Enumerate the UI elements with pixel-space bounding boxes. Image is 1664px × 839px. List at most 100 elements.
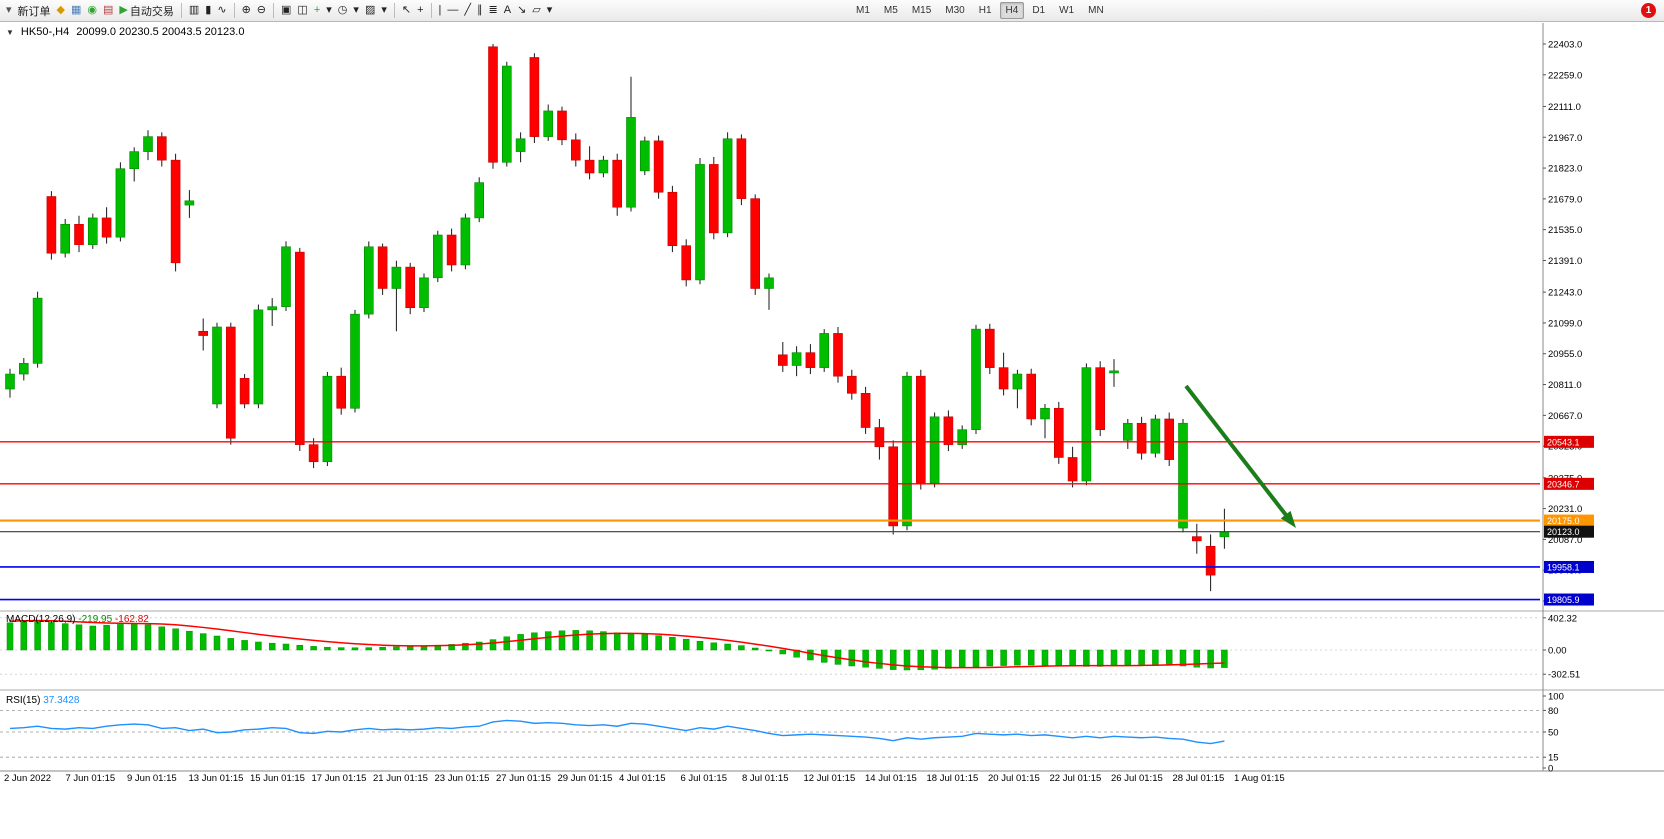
- svg-text:1 Aug 01:15: 1 Aug 01:15: [1234, 773, 1285, 784]
- svg-text:21 Jun 01:15: 21 Jun 01:15: [373, 773, 428, 784]
- terminal-icon[interactable]: ▤: [100, 2, 116, 20]
- svg-text:26 Jul 01:15: 26 Jul 01:15: [1111, 773, 1163, 784]
- trendline-icon[interactable]: ╱: [461, 2, 474, 20]
- template-icon[interactable]: ▨: [362, 2, 378, 20]
- timeframe-m5-button[interactable]: M5: [883, 5, 898, 16]
- timeframe-w1-button[interactable]: W1: [1059, 5, 1075, 16]
- chart-menu-icon: ▾: [6, 4, 12, 16]
- arrows-icon: ↘: [517, 4, 527, 16]
- notification-badge[interactable]: 1: [1641, 3, 1656, 18]
- auto-scroll-icon: ▣: [281, 4, 292, 16]
- svg-text:RSI(15) 37.3428: RSI(15) 37.3428: [6, 695, 80, 706]
- pane-separators: [0, 23, 1664, 772]
- fibonacci-icon[interactable]: ≣: [486, 2, 501, 20]
- svg-text:18 Jul 01:15: 18 Jul 01:15: [927, 773, 979, 784]
- svg-text:9 Jun 01:15: 9 Jun 01:15: [127, 773, 177, 784]
- market-watch-icon[interactable]: ◆: [54, 2, 68, 20]
- svg-text:23 Jun 01:15: 23 Jun 01:15: [435, 773, 490, 784]
- timeframe-h1-button[interactable]: H1: [978, 5, 992, 16]
- timeframe-m15-button[interactable]: M15: [911, 5, 932, 16]
- period-icon[interactable]: ◷: [335, 2, 351, 20]
- sound-alert-icon[interactable]: ◉: [84, 2, 100, 20]
- channel-icon[interactable]: ∥: [474, 2, 486, 20]
- timeframe-d1-button[interactable]: D1: [1032, 5, 1046, 16]
- svg-text:14 Jul 01:15: 14 Jul 01:15: [865, 773, 917, 784]
- main-toolbar: ▾ 新订单 ◆ ▦ ◉ ▤ ▶ 自动交易 ▥ ▮ ∿ ⊕ ⊖ ▣ ◫ + ▾ ◷ ▾ ▨ ▾ ↖ + | — ╱ ∥ ≣ A ↘ ▱ ▾: [0, 0, 1664, 22]
- level-lines[interactable]: [0, 441, 1540, 601]
- timeframe-mn-button[interactable]: MN: [1088, 5, 1104, 16]
- shapes-dropdown-icon[interactable]: ▾: [544, 2, 556, 20]
- indicators-icon[interactable]: +: [311, 2, 323, 20]
- period-dropdown-icon: ▾: [353, 4, 359, 16]
- timeframe-m1-button[interactable]: M1: [856, 5, 870, 16]
- svg-text:21967.0: 21967.0: [1548, 133, 1582, 144]
- svg-text:20811.0: 20811.0: [1548, 380, 1582, 391]
- svg-text:15: 15: [1548, 753, 1559, 764]
- chart-collapse-icon[interactable]: ▼: [6, 27, 14, 37]
- svg-text:20667.0: 20667.0: [1548, 411, 1582, 422]
- crosshair-icon: +: [417, 4, 424, 16]
- svg-text:50: 50: [1548, 728, 1559, 739]
- svg-text:28 Jul 01:15: 28 Jul 01:15: [1173, 773, 1225, 784]
- new-order-button[interactable]: 新订单: [15, 2, 54, 20]
- auto-trading-button[interactable]: ▶ 自动交易: [116, 2, 176, 20]
- svg-text:22259.0: 22259.0: [1548, 70, 1582, 81]
- candlestick-series: [5, 44, 1230, 592]
- svg-text:27 Jun 01:15: 27 Jun 01:15: [496, 773, 551, 784]
- trend-arrow[interactable]: [1184, 384, 1296, 528]
- macd-panel: 402.32 0.00 -302.51 MACD(12,26,9) -219.95 -…: [0, 613, 1580, 681]
- svg-text:0: 0: [1548, 764, 1553, 775]
- svg-text:4 Jul 01:15: 4 Jul 01:15: [619, 773, 665, 784]
- sound-alert-icon: ◉: [87, 4, 98, 16]
- candlestick-chart-icon[interactable]: ▮: [202, 2, 214, 20]
- svg-text:20087.0: 20087.0: [1548, 535, 1582, 546]
- svg-text:20 Jul 01:15: 20 Jul 01:15: [988, 773, 1040, 784]
- period-dropdown-icon[interactable]: ▾: [350, 2, 362, 20]
- svg-text:29 Jun 01:15: 29 Jun 01:15: [558, 773, 613, 784]
- zoom-in-icon[interactable]: ⊕: [239, 2, 254, 20]
- toolbar-separator: [273, 3, 275, 18]
- indicators-dropdown-icon[interactable]: ▾: [323, 2, 335, 20]
- template-dropdown-icon[interactable]: ▾: [378, 2, 390, 20]
- toolbar-separator: [180, 3, 182, 18]
- arrows-icon[interactable]: ↘: [514, 2, 529, 20]
- vertical-line-icon[interactable]: |: [436, 2, 445, 20]
- svg-text:21535.0: 21535.0: [1548, 225, 1582, 236]
- svg-text:19805.9: 19805.9: [1547, 595, 1580, 605]
- auto-scroll-icon[interactable]: ▣: [278, 2, 294, 20]
- line-chart-icon[interactable]: ∿: [214, 2, 229, 20]
- template-dropdown-icon: ▾: [381, 4, 387, 16]
- chart-menu-icon[interactable]: ▾: [3, 2, 15, 20]
- svg-text:13 Jun 01:15: 13 Jun 01:15: [189, 773, 244, 784]
- timeframe-toolbar: M1 M5 M15 M30 H1 H4 D1 W1 MN: [849, 2, 1111, 19]
- trendline-icon: ╱: [464, 4, 472, 16]
- chart-shift-icon: ◫: [297, 4, 308, 16]
- timeframe-h4-button[interactable]: H4: [999, 2, 1025, 19]
- toolbar-separator: [233, 3, 235, 18]
- rsi-panel: 100 80 50 150 RSI(15) 37.3428: [0, 692, 1564, 775]
- svg-text:21679.0: 21679.0: [1548, 194, 1582, 205]
- navigator-icon[interactable]: ▦: [68, 2, 84, 20]
- chart-symbol-timeframe: HK50-,H4: [20, 26, 70, 38]
- svg-text:0.00: 0.00: [1548, 646, 1567, 657]
- svg-text:7 Jun 01:15: 7 Jun 01:15: [66, 773, 116, 784]
- cursor-icon[interactable]: ↖: [399, 2, 414, 20]
- zoom-out-icon[interactable]: ⊖: [254, 2, 269, 20]
- crosshair-icon[interactable]: +: [414, 2, 426, 20]
- svg-text:12 Jul 01:15: 12 Jul 01:15: [804, 773, 856, 784]
- timeframe-m30-button[interactable]: M30: [945, 5, 965, 16]
- chart-shift-icon[interactable]: ◫: [294, 2, 310, 20]
- bar-chart-icon[interactable]: ▥: [186, 2, 202, 20]
- shapes-icon[interactable]: ▱: [529, 2, 543, 20]
- svg-text:-302.51: -302.51: [1548, 670, 1580, 681]
- svg-text:22111.0: 22111.0: [1548, 102, 1581, 113]
- horizontal-line-icon[interactable]: —: [444, 2, 461, 20]
- svg-text:21243.0: 21243.0: [1548, 288, 1582, 299]
- new-order-button-label: 新订单: [17, 5, 51, 18]
- text-label-icon[interactable]: A: [501, 2, 514, 20]
- time-axis[interactable]: 2 Jun 2022 7 Jun 01:15 9 Jun 01:15 13 Jun 0…: [4, 773, 1285, 784]
- svg-text:2 Jun 2022: 2 Jun 2022: [4, 773, 51, 784]
- vertical-line-icon: |: [438, 4, 442, 16]
